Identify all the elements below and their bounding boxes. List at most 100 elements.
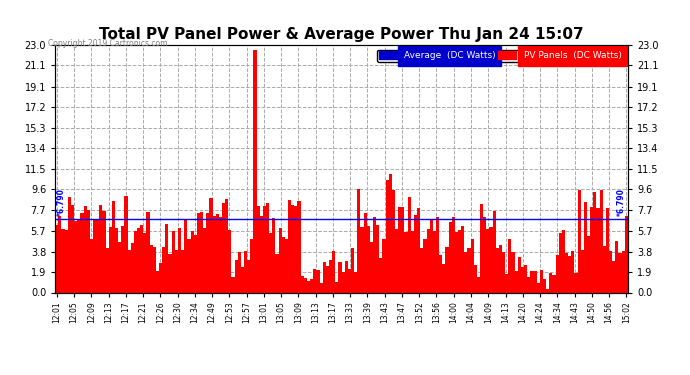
Bar: [354, 272, 357, 292]
Bar: [297, 201, 301, 292]
Bar: [200, 212, 203, 292]
Bar: [452, 217, 455, 292]
Bar: [184, 220, 188, 292]
Legend: Average  (DC Watts), PV Panels  (DC Watts): Average (DC Watts), PV Panels (DC Watts): [377, 50, 623, 62]
Bar: [624, 216, 628, 292]
Bar: [360, 227, 364, 292]
Bar: [467, 248, 471, 292]
Bar: [420, 248, 424, 292]
Bar: [612, 261, 615, 292]
Bar: [190, 231, 194, 292]
Bar: [584, 202, 587, 292]
Bar: [77, 219, 80, 292]
Bar: [304, 278, 307, 292]
Bar: [495, 248, 499, 292]
Bar: [426, 229, 430, 292]
Text: Copyright 2019 Cartronics.com: Copyright 2019 Cartronics.com: [48, 39, 168, 48]
Bar: [90, 239, 93, 292]
Bar: [430, 219, 433, 292]
Bar: [364, 213, 366, 292]
Bar: [571, 251, 574, 292]
Bar: [197, 213, 200, 292]
Bar: [474, 265, 477, 292]
Bar: [87, 210, 90, 292]
Bar: [411, 231, 414, 292]
Bar: [144, 233, 146, 292]
Bar: [166, 224, 168, 292]
Bar: [408, 197, 411, 292]
Bar: [603, 246, 606, 292]
Bar: [150, 245, 152, 292]
Bar: [392, 190, 395, 292]
Bar: [342, 272, 345, 292]
Bar: [351, 248, 354, 292]
Bar: [486, 229, 489, 292]
Bar: [540, 270, 543, 292]
Bar: [263, 206, 266, 292]
Bar: [244, 251, 247, 292]
Bar: [509, 239, 511, 292]
Bar: [257, 206, 259, 292]
Bar: [568, 256, 571, 292]
Bar: [310, 279, 313, 292]
Bar: [593, 192, 596, 292]
Bar: [61, 229, 65, 292]
Bar: [266, 203, 269, 292]
Bar: [615, 241, 618, 292]
Bar: [231, 277, 235, 292]
Bar: [319, 284, 323, 292]
Bar: [106, 248, 109, 292]
Bar: [115, 228, 118, 292]
Bar: [285, 238, 288, 292]
Bar: [436, 217, 439, 292]
Bar: [555, 255, 559, 292]
Bar: [445, 247, 448, 292]
Bar: [275, 254, 279, 292]
Bar: [622, 251, 624, 292]
Bar: [102, 211, 106, 292]
Bar: [203, 228, 206, 292]
Bar: [291, 206, 295, 292]
Bar: [414, 215, 417, 292]
Bar: [225, 199, 228, 292]
Bar: [59, 216, 61, 292]
Bar: [382, 239, 386, 292]
Bar: [439, 255, 442, 292]
Bar: [241, 267, 244, 292]
Bar: [338, 262, 342, 292]
Bar: [222, 203, 225, 292]
Bar: [235, 260, 238, 292]
Bar: [395, 229, 398, 292]
Bar: [565, 254, 568, 292]
Bar: [596, 208, 600, 292]
Bar: [250, 239, 253, 292]
Bar: [606, 209, 609, 292]
Bar: [228, 230, 231, 292]
Bar: [458, 230, 461, 292]
Bar: [345, 261, 348, 292]
Bar: [402, 207, 404, 292]
Bar: [370, 242, 373, 292]
Bar: [332, 251, 335, 292]
Bar: [543, 279, 546, 292]
Bar: [590, 207, 593, 292]
Bar: [549, 273, 553, 292]
Bar: [140, 225, 144, 292]
Bar: [417, 207, 420, 292]
Bar: [483, 217, 486, 292]
Bar: [493, 211, 495, 292]
Bar: [273, 217, 275, 292]
Bar: [112, 201, 115, 292]
Bar: [74, 221, 77, 292]
Bar: [587, 236, 590, 292]
Bar: [323, 262, 326, 292]
Bar: [546, 289, 549, 292]
Bar: [216, 214, 219, 292]
Bar: [574, 273, 578, 292]
Bar: [376, 225, 380, 292]
Bar: [480, 204, 483, 292]
Bar: [524, 265, 527, 292]
Bar: [269, 232, 273, 292]
Bar: [317, 270, 319, 292]
Bar: [609, 251, 612, 292]
